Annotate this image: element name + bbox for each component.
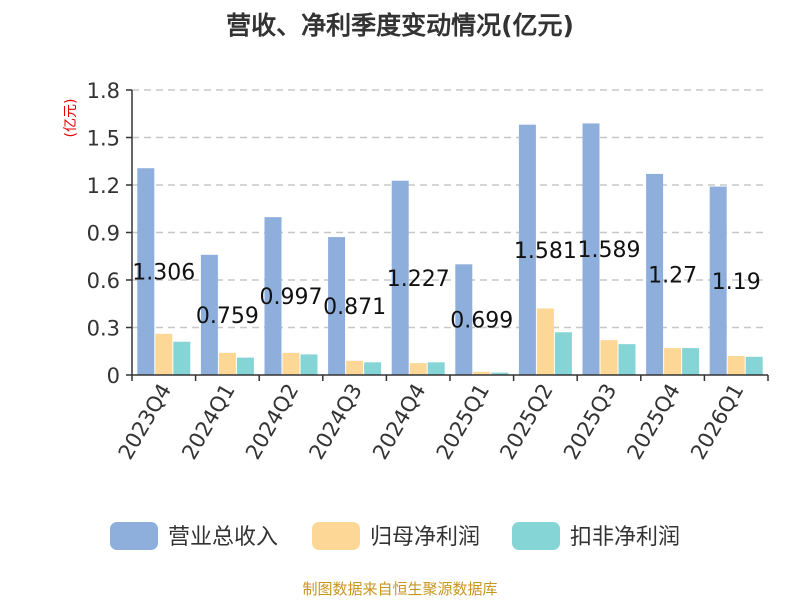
y-tick-label: 0	[107, 364, 120, 388]
bar	[328, 237, 346, 375]
legend-label: 扣非净利润	[570, 525, 680, 550]
data-label: 0.997	[260, 285, 323, 310]
bar	[536, 308, 554, 375]
bar	[682, 348, 700, 375]
data-label: 0.759	[196, 304, 259, 329]
chart-title: 营收、净利季度变动情况(亿元)	[226, 11, 574, 40]
y-tick-label: 0.3	[87, 317, 120, 341]
legend: 营业总收入 归母净利润 扣非净利润	[110, 522, 680, 550]
data-label: 1.581	[514, 239, 577, 264]
x-tick-label: 2025Q2	[495, 380, 557, 464]
bar	[582, 123, 600, 376]
x-axis-ticks: 2023Q4 2024Q1 2024Q2 2024Q3 2024Q4 2025Q1 2025…	[114, 375, 769, 464]
y-tick-label: 0.9	[87, 222, 120, 246]
bar	[618, 344, 636, 375]
bar	[727, 356, 745, 375]
x-tick-label: 2025Q3	[559, 380, 621, 464]
bar	[173, 341, 191, 375]
bar	[364, 362, 382, 375]
legend-swatch	[312, 522, 360, 550]
data-label: 0.871	[323, 295, 386, 320]
bar	[409, 363, 427, 375]
x-tick-label: 2024Q3	[304, 380, 366, 464]
data-label: 0.699	[450, 309, 513, 334]
y-axis-ticks: 0 0.3 0.6 0.9 1.2 1.5 1.8	[87, 79, 132, 388]
bars	[137, 123, 763, 376]
bar	[600, 340, 618, 375]
bar	[391, 180, 409, 375]
data-label: 1.227	[387, 267, 450, 292]
legend-swatch	[110, 522, 158, 550]
data-label: 1.19	[712, 270, 761, 295]
x-tick-label: 2024Q2	[241, 380, 303, 464]
x-tick-label: 2025Q1	[432, 380, 494, 464]
bar	[518, 124, 536, 375]
data-label: 1.27	[648, 263, 697, 288]
bar	[300, 354, 318, 375]
bar	[455, 264, 473, 375]
bar	[646, 173, 664, 375]
y-tick-label: 0.6	[87, 269, 120, 293]
x-tick-label: 2023Q4	[114, 380, 176, 464]
bar	[236, 357, 254, 375]
legend-swatch	[512, 522, 560, 550]
bar	[155, 333, 173, 375]
y-tick-label: 1.8	[87, 79, 120, 103]
source-note: 制图数据来自恒生聚源数据库	[302, 580, 497, 598]
bar	[137, 168, 155, 375]
bar	[709, 186, 727, 375]
data-label: 1.589	[578, 238, 641, 263]
y-axis-unit-label: (亿元)	[63, 99, 79, 138]
bar	[346, 360, 364, 375]
data-label: 1.306	[132, 261, 195, 286]
bar	[264, 217, 282, 375]
y-tick-label: 1.5	[87, 127, 120, 151]
bar	[473, 371, 491, 375]
bar	[554, 332, 572, 375]
bar	[427, 362, 445, 375]
bar	[745, 356, 763, 375]
bar	[664, 348, 682, 375]
legend-label: 营业总收入	[168, 525, 278, 550]
x-tick-label: 2024Q4	[368, 380, 430, 464]
x-tick-label: 2025Q4	[622, 380, 684, 464]
y-tick-label: 1.2	[87, 174, 120, 198]
bar	[282, 352, 300, 375]
x-tick-label: 2024Q1	[177, 380, 239, 464]
legend-label: 归母净利润	[370, 525, 480, 550]
bar	[200, 254, 218, 375]
bar	[218, 352, 236, 375]
bar	[491, 372, 509, 375]
x-tick-label: 2026Q1	[686, 380, 748, 464]
grid-lines	[132, 89, 768, 329]
